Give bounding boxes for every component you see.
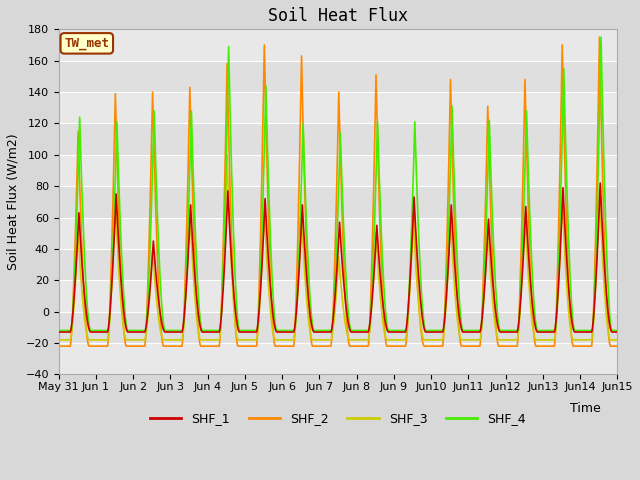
Y-axis label: Soil Heat Flux (W/m2): Soil Heat Flux (W/m2) bbox=[7, 133, 20, 270]
Bar bbox=[59, 312, 618, 343]
Bar bbox=[59, 60, 618, 92]
X-axis label: Time: Time bbox=[570, 402, 600, 415]
Bar bbox=[59, 123, 618, 155]
Bar bbox=[59, 249, 618, 280]
Legend: SHF_1, SHF_2, SHF_3, SHF_4: SHF_1, SHF_2, SHF_3, SHF_4 bbox=[145, 407, 531, 430]
Text: TW_met: TW_met bbox=[64, 37, 109, 50]
Bar bbox=[59, 186, 618, 217]
Title: Soil Heat Flux: Soil Heat Flux bbox=[268, 7, 408, 25]
